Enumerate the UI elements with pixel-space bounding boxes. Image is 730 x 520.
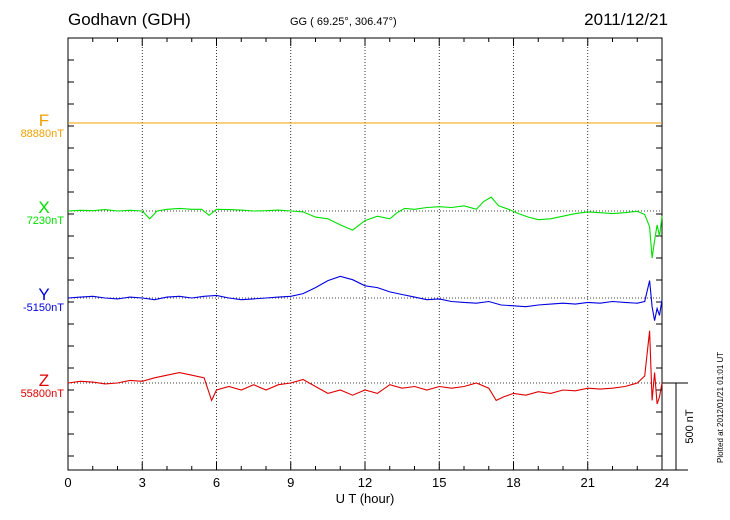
series-name-y: Y bbox=[38, 285, 49, 304]
x-tick-label: 15 bbox=[432, 475, 446, 490]
series-line-x bbox=[67, 196, 663, 259]
series-baseline-z: 55800nT bbox=[21, 388, 65, 400]
scale-bar-label: 500 nT bbox=[684, 409, 696, 444]
series-baseline-x: 7230nT bbox=[27, 215, 65, 227]
x-tick-label: 18 bbox=[506, 475, 520, 490]
station-title: Godhavn (GDH) bbox=[68, 10, 191, 29]
x-tick-label: 21 bbox=[581, 475, 595, 490]
series-name-f: F bbox=[39, 111, 49, 130]
series-name-x: X bbox=[38, 198, 49, 217]
series-line-z bbox=[67, 330, 663, 405]
x-tick-label: 9 bbox=[287, 475, 294, 490]
x-tick-label: 3 bbox=[139, 475, 146, 490]
date-label: 2011/12/21 bbox=[584, 10, 668, 29]
series-line-y bbox=[67, 275, 663, 321]
series-name-z: Z bbox=[39, 371, 49, 390]
x-tick-label: 6 bbox=[213, 475, 220, 490]
x-tick-label: 24 bbox=[655, 475, 669, 490]
x-tick-label: 0 bbox=[64, 475, 71, 490]
series-baseline-y: -5150nT bbox=[23, 302, 64, 314]
x-axis-label: U T (hour) bbox=[336, 491, 395, 506]
x-tick-label: 12 bbox=[358, 475, 372, 490]
series-baseline-f: 88880nT bbox=[21, 128, 65, 140]
coordinate-label: GG ( 69.25°, 306.47°) bbox=[290, 16, 397, 28]
